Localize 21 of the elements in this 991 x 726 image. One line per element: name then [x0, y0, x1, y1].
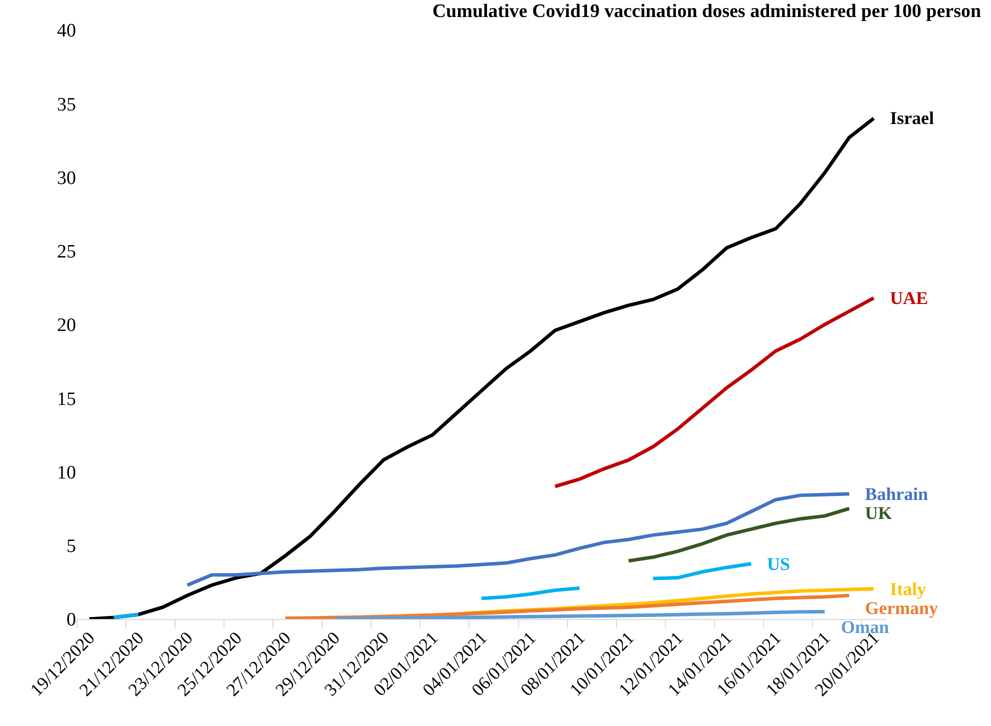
- line-series: [553, 296, 876, 488]
- y-tick-label: 30: [57, 168, 76, 189]
- series-label: Germany: [865, 598, 938, 618]
- line-series: [186, 492, 851, 587]
- series-label: Israel: [890, 108, 934, 128]
- chart-title: Cumulative Covid19 vaccination doses administered per 100 person: [432, 0, 982, 22]
- series-label: Bahrain: [865, 484, 928, 504]
- y-tick-label: 10: [57, 462, 76, 484]
- line-series: [284, 594, 851, 619]
- series-label: US: [767, 554, 790, 574]
- y-tick-label: 0: [66, 610, 76, 631]
- y-tick-label: 25: [57, 242, 76, 263]
- series-label: Italy: [890, 579, 926, 599]
- line-series: [332, 610, 826, 619]
- series-label: UK: [865, 503, 892, 523]
- y-tick-label: 40: [57, 20, 76, 42]
- y-tick-label: 35: [57, 94, 76, 116]
- y-tick-label: 20: [57, 315, 76, 336]
- y-tick-label: 5: [66, 536, 76, 558]
- y-tick-label: 15: [57, 388, 76, 410]
- series-label: UAE: [890, 288, 928, 308]
